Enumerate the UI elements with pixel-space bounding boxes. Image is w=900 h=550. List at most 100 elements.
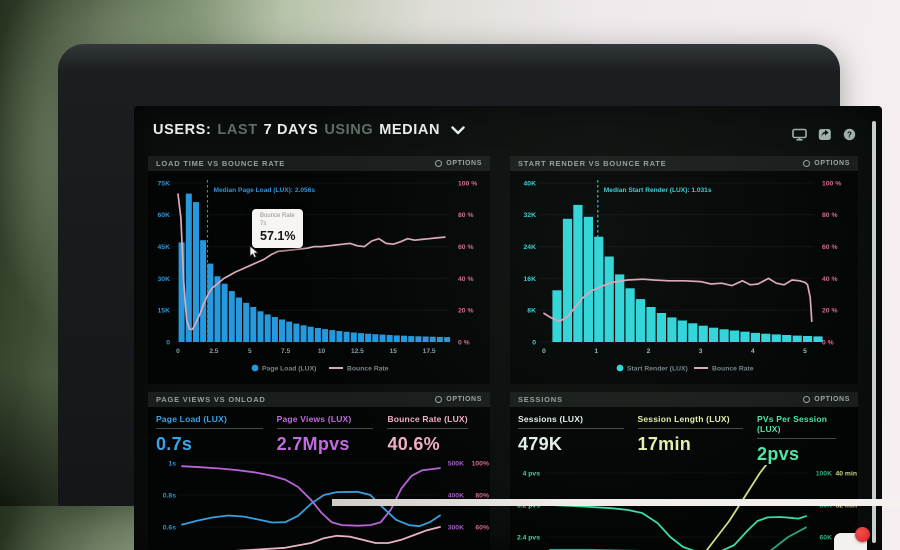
svg-text:2.5: 2.5 [209, 348, 218, 355]
svg-text:0 %: 0 % [458, 339, 470, 346]
panel-title: SESSIONS [518, 395, 563, 404]
svg-text:4 pvs: 4 pvs [523, 470, 541, 477]
svg-text:3: 3 [699, 348, 703, 355]
svg-text:0: 0 [176, 348, 180, 355]
tooltip: Bounce Rate 7s 57.1% [252, 209, 304, 248]
svg-text:0: 0 [542, 348, 546, 355]
svg-text:75K: 75K [158, 180, 171, 187]
scrollbar[interactable] [871, 121, 876, 543]
divider [276, 428, 374, 429]
panel-header: LOAD TIME VS BOUNCE RATE OPTIONS [148, 156, 490, 171]
options-button[interactable]: OPTIONS [435, 160, 482, 167]
gear-icon [435, 396, 443, 403]
metric-sessions: Sessions (LUX) 479K [518, 414, 638, 465]
svg-text:30K: 30K [158, 276, 171, 283]
panel-title: START RENDER VS BOUNCE RATE [518, 159, 667, 168]
svg-text:1: 1 [594, 348, 598, 355]
svg-text:40 %: 40 % [822, 276, 838, 283]
svg-text:Bounce Rate: Bounce Rate [712, 366, 754, 373]
divider [757, 438, 836, 439]
svg-text:5: 5 [803, 348, 807, 355]
svg-text:2: 2 [647, 348, 651, 355]
svg-text:Page Load (LUX): Page Load (LUX) [262, 366, 316, 373]
svg-text:0.8s: 0.8s [163, 492, 176, 499]
svg-text:300K: 300K [448, 524, 464, 531]
svg-text:80 %: 80 % [458, 212, 474, 219]
options-button[interactable]: OPTIONS [803, 396, 850, 403]
metric-pvs-per-session: PVs Per Session (LUX) 2pvs [757, 414, 850, 465]
svg-text:60%: 60% [475, 524, 489, 531]
metric-name: MEDIAN [379, 122, 441, 138]
svg-text:100 %: 100 % [822, 180, 841, 187]
svg-text:0: 0 [532, 339, 536, 346]
panel-start-render-vs-bounce-rate: START RENDER VS BOUNCE RATE OPTIONS 40K 1… [510, 156, 858, 384]
metric-bounce-rate: Bounce Rate (LUX) 40.6% [387, 414, 468, 454]
users-label: USERS: [153, 122, 212, 138]
dashboard-screen: USERS: LAST 7 DAYS USING MEDIAN ? LOAD T… [134, 106, 882, 550]
chevron-down-icon[interactable] [451, 125, 465, 135]
tooltip-x-value: 7s [260, 220, 267, 227]
panel-header: PAGE VIEWS VS ONLOAD OPTIONS [148, 392, 490, 407]
panel-sessions: SESSIONS OPTIONS Sessions (LUX) 479K Ses… [510, 392, 858, 550]
svg-text:60 %: 60 % [822, 244, 838, 251]
svg-text:2.4 pvs: 2.4 pvs [517, 534, 540, 541]
page-title[interactable]: USERS: LAST 7 DAYS USING MEDIAN [153, 122, 465, 138]
svg-text:40 min: 40 min [835, 470, 857, 477]
svg-text:60K: 60K [820, 534, 833, 541]
svg-text:15: 15 [390, 348, 398, 355]
panel-title: LOAD TIME VS BOUNCE RATE [156, 159, 286, 168]
svg-text:5: 5 [248, 348, 252, 355]
panel-header: START RENDER VS BOUNCE RATE OPTIONS [510, 156, 858, 171]
panel-title: PAGE VIEWS VS ONLOAD [156, 395, 266, 404]
panel-page-views-vs-onload: PAGE VIEWS VS ONLOAD OPTIONS Page Load (… [148, 392, 490, 550]
svg-text:100K: 100K [816, 470, 832, 477]
svg-text:80 %: 80 % [822, 212, 838, 219]
divider [156, 428, 263, 429]
metric-row: Sessions (LUX) 479K Session Length (LUX)… [510, 407, 858, 465]
svg-text:400K: 400K [448, 492, 464, 499]
header-toolbar: ? [792, 128, 856, 146]
svg-text:16K: 16K [524, 276, 537, 283]
divider [387, 428, 468, 429]
divider [637, 428, 744, 429]
metric-page-load: Page Load (LUX) 0.7s [156, 414, 277, 455]
range-days: 7 DAYS [263, 122, 319, 138]
svg-text:40 %: 40 % [458, 276, 474, 283]
metric-page-views: Page Views (LUX) 2.7Mpvs [276, 414, 388, 455]
start-render-chart: 40K 100 % 32K 80 % 24K 60 % 16K 40 % 8K 20 % 0 0 % M… [524, 180, 841, 373]
gear-icon [435, 160, 443, 167]
table-edge [332, 499, 900, 506]
svg-text:80%: 80% [475, 492, 489, 499]
record-badge [855, 527, 870, 542]
help-icon[interactable]: ? [843, 128, 856, 146]
tooltip-value: 57.1% [260, 229, 296, 243]
svg-text:Median Start Render (LUX): 1.0: Median Start Render (LUX): 1.031s [604, 187, 712, 194]
svg-text:8K: 8K [527, 308, 536, 315]
display-icon[interactable] [792, 128, 807, 146]
options-button[interactable]: OPTIONS [435, 396, 482, 403]
divider [518, 428, 624, 429]
svg-text:0 %: 0 % [822, 339, 834, 346]
svg-text:500K: 500K [448, 460, 464, 467]
svg-text:100 %: 100 % [458, 180, 477, 187]
panel-load-time-vs-bounce-rate: LOAD TIME VS BOUNCE RATE OPTIONS 75K 100 … [148, 156, 490, 384]
svg-text:24K: 24K [524, 244, 537, 251]
svg-text:Median Page Load (LUX): 2.056s: Median Page Load (LUX): 2.056s [214, 187, 316, 194]
svg-text:12.5: 12.5 [351, 348, 364, 355]
gear-icon [803, 396, 811, 403]
camera-overlay[interactable] [834, 527, 870, 550]
metric-row: Page Load (LUX) 0.7s Page Views (LUX) 2.… [148, 407, 490, 455]
svg-text:20 %: 20 % [822, 308, 838, 315]
panel-header: SESSIONS OPTIONS [510, 392, 858, 407]
svg-text:10: 10 [318, 348, 326, 355]
gear-icon [803, 160, 811, 167]
svg-text:60 %: 60 % [458, 244, 474, 251]
svg-text:17.5: 17.5 [423, 348, 436, 355]
share-icon[interactable] [818, 128, 832, 146]
svg-text:40K: 40K [524, 180, 537, 187]
options-button[interactable]: OPTIONS [803, 160, 850, 167]
svg-text:100%: 100% [472, 460, 489, 467]
svg-text:60K: 60K [158, 212, 171, 219]
laptop: USERS: LAST 7 DAYS USING MEDIAN ? LOAD T… [58, 44, 882, 550]
